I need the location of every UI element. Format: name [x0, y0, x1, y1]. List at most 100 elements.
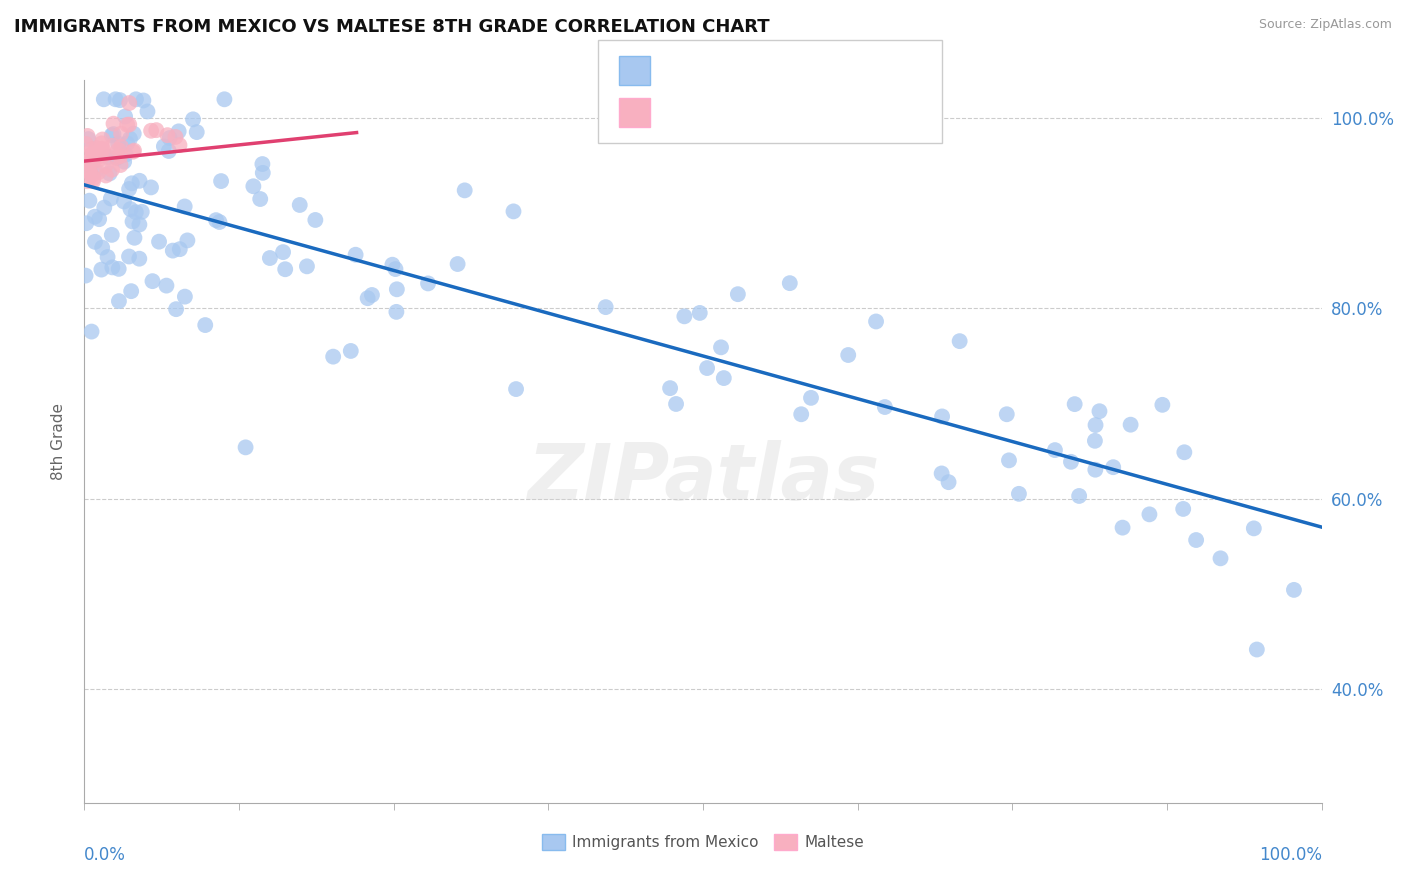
- Point: [356, 291, 378, 305]
- Point: [110, 158, 132, 172]
- Point: [155, 278, 177, 293]
- Point: [727, 287, 749, 301]
- Point: [162, 244, 184, 258]
- Point: [454, 183, 477, 197]
- Point: [949, 334, 972, 348]
- Point: [122, 145, 145, 159]
- Point: [689, 306, 711, 320]
- Point: [235, 441, 257, 455]
- Point: [1063, 397, 1085, 411]
- Point: [115, 136, 138, 151]
- Point: [995, 407, 1018, 421]
- Point: [97, 250, 120, 264]
- Point: [174, 290, 197, 304]
- Text: 139: 139: [807, 62, 839, 79]
- Point: [79, 161, 101, 176]
- Point: [84, 143, 107, 157]
- Point: [252, 157, 274, 171]
- Text: 0.301: 0.301: [703, 103, 751, 121]
- Point: [249, 192, 271, 206]
- Point: [120, 202, 142, 216]
- Point: [115, 118, 138, 132]
- Point: [696, 361, 718, 376]
- Point: [209, 174, 232, 188]
- Point: [90, 152, 112, 166]
- Point: [1084, 434, 1107, 448]
- Point: [1008, 487, 1031, 501]
- Point: [713, 371, 735, 385]
- Point: [145, 123, 167, 137]
- Point: [121, 176, 143, 190]
- Point: [90, 262, 112, 277]
- Y-axis label: 8th Grade: 8th Grade: [51, 403, 66, 480]
- Point: [118, 250, 141, 264]
- Point: [381, 258, 404, 272]
- Point: [107, 136, 129, 151]
- Text: IMMIGRANTS FROM MEXICO VS MALTESE 8TH GRADE CORRELATION CHART: IMMIGRANTS FROM MEXICO VS MALTESE 8TH GR…: [14, 18, 769, 36]
- Point: [100, 192, 122, 206]
- Point: [124, 231, 146, 245]
- Point: [110, 140, 132, 154]
- Point: [110, 127, 132, 141]
- Point: [82, 146, 104, 161]
- Point: [139, 124, 162, 138]
- Point: [1185, 533, 1208, 547]
- Text: N =: N =: [762, 103, 810, 121]
- Point: [114, 147, 136, 161]
- Point: [77, 132, 100, 146]
- Point: [79, 166, 101, 180]
- Point: [104, 92, 127, 106]
- Point: [169, 138, 191, 153]
- Point: [194, 318, 217, 332]
- Point: [84, 235, 107, 249]
- Point: [139, 180, 162, 194]
- Point: [76, 128, 98, 143]
- Point: [167, 124, 190, 138]
- Point: [132, 94, 155, 108]
- Point: [122, 144, 145, 158]
- Point: [153, 139, 176, 153]
- Text: 0.0%: 0.0%: [84, 847, 127, 864]
- Point: [90, 136, 112, 151]
- Point: [344, 248, 367, 262]
- Point: [502, 204, 524, 219]
- Point: [82, 174, 104, 188]
- Point: [84, 164, 107, 178]
- Point: [114, 110, 136, 124]
- Point: [79, 164, 101, 178]
- Point: [125, 205, 148, 219]
- Point: [1084, 418, 1107, 433]
- Point: [186, 125, 208, 139]
- Point: [90, 148, 112, 162]
- Point: [91, 241, 114, 255]
- Point: [1119, 417, 1142, 432]
- Point: [77, 154, 100, 169]
- Point: [1102, 460, 1125, 475]
- Point: [837, 348, 859, 362]
- Text: N =: N =: [762, 62, 810, 79]
- Point: [75, 268, 97, 283]
- Point: [252, 166, 274, 180]
- Point: [80, 325, 103, 339]
- Point: [87, 165, 110, 179]
- Point: [271, 245, 294, 260]
- Point: [89, 212, 111, 227]
- Point: [865, 314, 887, 328]
- Point: [77, 149, 100, 163]
- Point: [1139, 508, 1161, 522]
- Point: [75, 216, 97, 230]
- Point: [112, 194, 135, 209]
- Point: [110, 149, 132, 163]
- Point: [128, 174, 150, 188]
- Point: [91, 132, 114, 146]
- Point: [242, 179, 264, 194]
- Text: R =: R =: [661, 103, 697, 121]
- Point: [274, 262, 297, 277]
- Point: [77, 164, 100, 178]
- Point: [118, 132, 141, 146]
- Point: [103, 117, 125, 131]
- Point: [112, 154, 135, 169]
- Point: [76, 174, 98, 188]
- Point: [384, 262, 406, 277]
- Point: [83, 210, 105, 224]
